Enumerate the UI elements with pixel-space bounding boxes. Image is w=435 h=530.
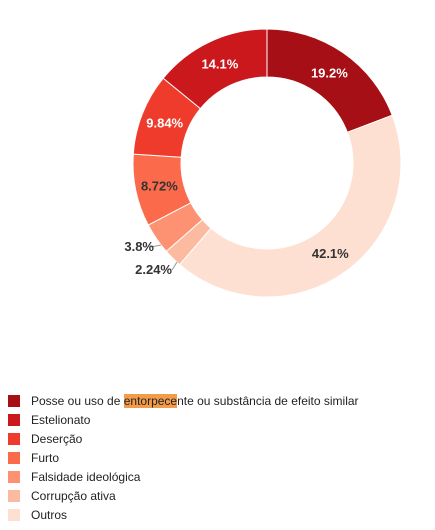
slice-label-falsidade-ideologica: 3.8% (124, 239, 154, 254)
slice-estelionato[interactable] (162, 28, 268, 110)
donut-chart: 19.2% 42.1% 2.24% 3.8% 8.72% 9.84% 14.1% (124, 28, 402, 298)
legend-label: Falsidade ideológica (31, 469, 141, 484)
slice-outros[interactable] (178, 114, 402, 298)
legend-swatch (8, 432, 20, 445)
legend-swatch (8, 451, 20, 464)
legend-swatch (8, 508, 20, 521)
slice-label-corrupcao-ativa: 2.24% (135, 262, 172, 277)
legend-label: Corrupção ativa (31, 488, 116, 503)
legend-swatch (8, 413, 20, 426)
legend-swatch (8, 470, 20, 483)
legend-label: Estelionato (31, 412, 91, 427)
legend-label: Posse ou uso de entorpecente ou substânc… (31, 393, 359, 408)
chart-legend: Posse ou uso de entorpecente ou substânc… (8, 391, 359, 524)
legend-label: Deserção (31, 431, 83, 446)
slice-label-furto: 8.72% (141, 179, 178, 194)
legend-item-falsidade-ideologica[interactable]: Falsidade ideológica (8, 467, 359, 486)
legend-item-furto[interactable]: Furto (8, 448, 359, 467)
slice-label-estelionato: 14.1% (201, 57, 238, 72)
legend-item-corrupcao-ativa[interactable]: Corrupção ativa (8, 486, 359, 505)
search-highlight: entorpece (123, 393, 178, 408)
leader-line-corrupcao-ativa (171, 261, 178, 271)
legend-label: Furto (31, 450, 60, 465)
legend-item-posse-ou-uso-de-entorpecente-ou-substancia-de-efeito-similar[interactable]: Posse ou uso de entorpecente ou substânc… (8, 391, 359, 410)
slice-label-desercao: 9.84% (146, 116, 183, 131)
legend-item-estelionato[interactable]: Estelionato (8, 410, 359, 429)
slice-label-outros: 42.1% (312, 246, 349, 261)
legend-swatch (8, 489, 20, 502)
legend-label: Outros (31, 507, 68, 522)
legend-swatch (8, 394, 20, 407)
legend-item-desercao[interactable]: Deserção (8, 429, 359, 448)
slice-label-posse-ou-uso-de-entorpecente-ou-substancia-de-efeito-similar: 19.2% (311, 65, 348, 80)
legend-item-outros[interactable]: Outros (8, 505, 359, 524)
leader-line-falsidade-ideologica (150, 244, 162, 248)
slice-posse-ou-uso-de-entorpecente-ou-substancia-de-efeito-similar[interactable] (266, 28, 393, 133)
